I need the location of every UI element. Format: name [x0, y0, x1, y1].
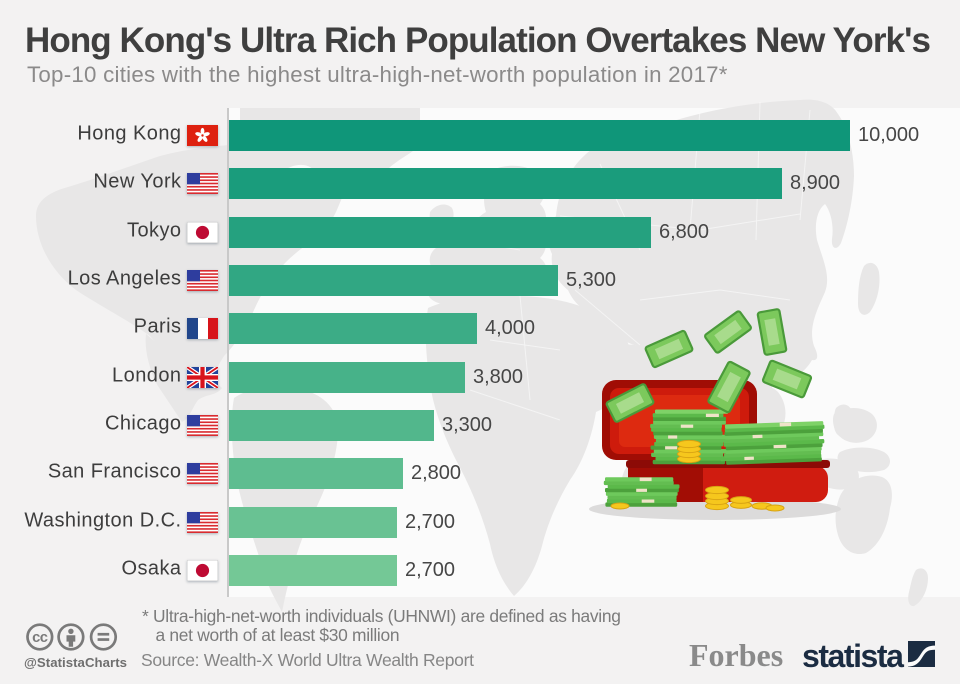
svg-text:cc: cc	[32, 630, 48, 646]
